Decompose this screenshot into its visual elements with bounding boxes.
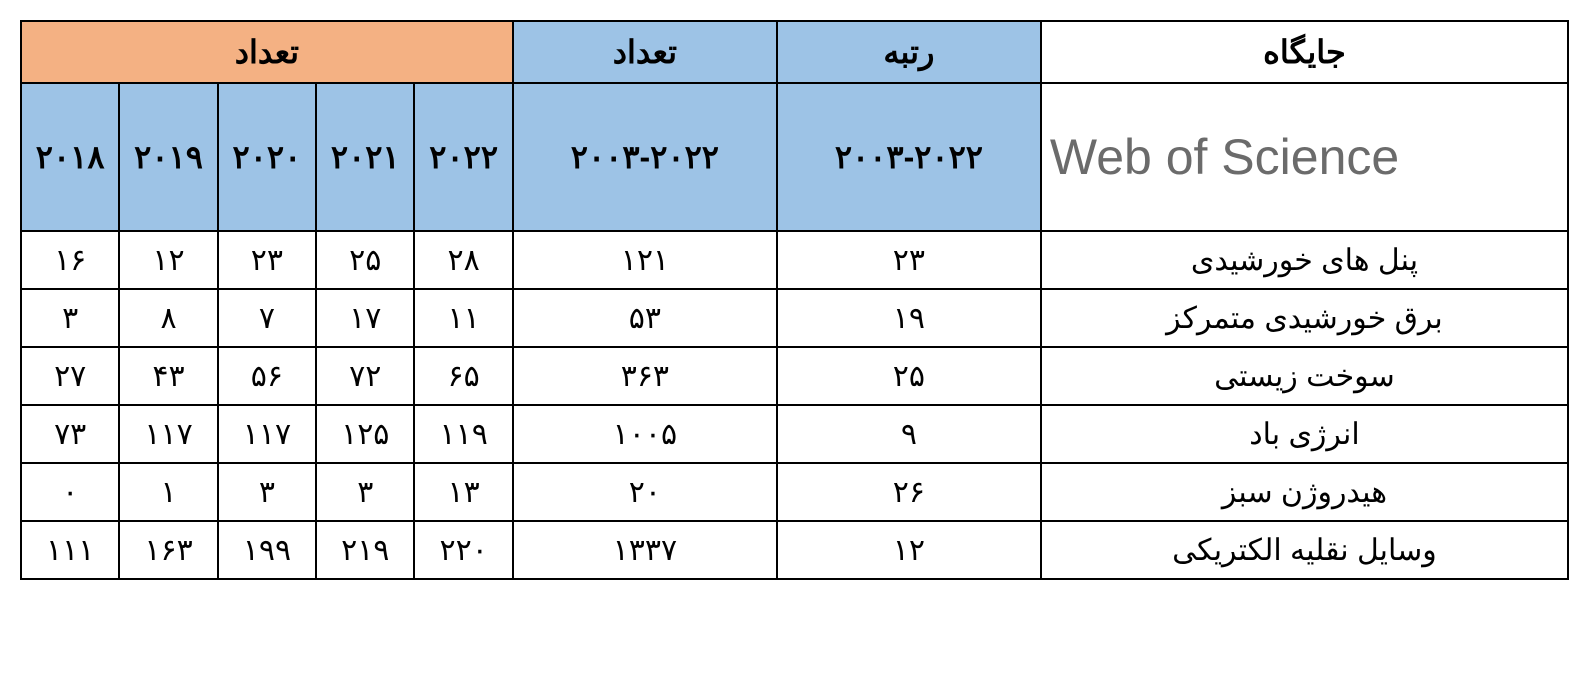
- cell-2021: ۷۲: [316, 347, 414, 405]
- cell-2022: ۱۱۹: [414, 405, 512, 463]
- cell-total: ۱۳۳۷: [513, 521, 777, 579]
- cell-total: ۵۳: [513, 289, 777, 347]
- table-row: ۰۱۳۳۱۳۲۰۲۶هیدروژن سبز: [21, 463, 1568, 521]
- cell-2022: ۱۱: [414, 289, 512, 347]
- cell-2019: ۸: [119, 289, 217, 347]
- header-position: جایگاه: [1041, 21, 1568, 83]
- header-row-1: تعداد تعداد رتبه جایگاه: [21, 21, 1568, 83]
- cell-2020: ۷: [218, 289, 316, 347]
- year-col-2022: ۲۰۲۲: [414, 83, 512, 231]
- cell-2020: ۱۱۷: [218, 405, 316, 463]
- year-col-2021: ۲۰۲۱: [316, 83, 414, 231]
- cell-topic: هیدروژن سبز: [1041, 463, 1568, 521]
- header-rank: رتبه: [777, 21, 1041, 83]
- cell-2020: ۵۶: [218, 347, 316, 405]
- table-row: ۷۳۱۱۷۱۱۷۱۲۵۱۱۹۱۰۰۵۹انرژی باد: [21, 405, 1568, 463]
- table-row: ۳۸۷۱۷۱۱۵۳۱۹برق خورشیدی متمرکز: [21, 289, 1568, 347]
- cell-2022: ۱۳: [414, 463, 512, 521]
- cell-2019: ۱۱۷: [119, 405, 217, 463]
- cell-total: ۱۲۱: [513, 231, 777, 289]
- cell-topic: پنل های خورشیدی: [1041, 231, 1568, 289]
- cell-2019: ۴۳: [119, 347, 217, 405]
- cell-2022: ۲۸: [414, 231, 512, 289]
- cell-2021: ۱۷: [316, 289, 414, 347]
- range-rank-col: ۲۰۰۳-۲۰۲۲: [777, 83, 1041, 231]
- cell-2021: ۳: [316, 463, 414, 521]
- year-col-2020: ۲۰۲۰: [218, 83, 316, 231]
- wos-label: Web of Science: [1041, 83, 1568, 231]
- cell-2019: ۱۲: [119, 231, 217, 289]
- cell-2022: ۶۵: [414, 347, 512, 405]
- cell-2021: ۲۵: [316, 231, 414, 289]
- cell-2020: ۲۳: [218, 231, 316, 289]
- cell-rank: ۲۳: [777, 231, 1041, 289]
- table-body: ۱۶۱۲۲۳۲۵۲۸۱۲۱۲۳پنل های خورشیدی۳۸۷۱۷۱۱۵۳۱…: [21, 231, 1568, 579]
- cell-total: ۱۰۰۵: [513, 405, 777, 463]
- cell-rank: ۱۲: [777, 521, 1041, 579]
- cell-2018: ۰: [21, 463, 119, 521]
- header-count-years: تعداد: [21, 21, 513, 83]
- cell-topic: وسایل نقلیه الکتریکی: [1041, 521, 1568, 579]
- header-row-2: ۲۰۱۸ ۲۰۱۹ ۲۰۲۰ ۲۰۲۱ ۲۰۲۲ ۲۰۰۳-۲۰۲۲ ۲۰۰۳-…: [21, 83, 1568, 231]
- data-table: تعداد تعداد رتبه جایگاه ۲۰۱۸ ۲۰۱۹ ۲۰۲۰ ۲…: [20, 20, 1569, 580]
- cell-2019: ۱۶۳: [119, 521, 217, 579]
- table-row: ۱۶۱۲۲۳۲۵۲۸۱۲۱۲۳پنل های خورشیدی: [21, 231, 1568, 289]
- range-count-col: ۲۰۰۳-۲۰۲۲: [513, 83, 777, 231]
- cell-rank: ۱۹: [777, 289, 1041, 347]
- table-row: ۲۷۴۳۵۶۷۲۶۵۳۶۳۲۵سوخت زیستی: [21, 347, 1568, 405]
- cell-2018: ۲۷: [21, 347, 119, 405]
- cell-2018: ۱۶: [21, 231, 119, 289]
- cell-rank: ۲۶: [777, 463, 1041, 521]
- header-count-range: تعداد: [513, 21, 777, 83]
- year-col-2019: ۲۰۱۹: [119, 83, 217, 231]
- table-row: ۱۱۱۱۶۳۱۹۹۲۱۹۲۲۰۱۳۳۷۱۲وسایل نقلیه الکتریک…: [21, 521, 1568, 579]
- cell-2020: ۳: [218, 463, 316, 521]
- cell-2018: ۷۳: [21, 405, 119, 463]
- cell-topic: برق خورشیدی متمرکز: [1041, 289, 1568, 347]
- cell-total: ۳۶۳: [513, 347, 777, 405]
- year-col-2018: ۲۰۱۸: [21, 83, 119, 231]
- cell-total: ۲۰: [513, 463, 777, 521]
- cell-topic: انرژی باد: [1041, 405, 1568, 463]
- cell-2019: ۱: [119, 463, 217, 521]
- cell-topic: سوخت زیستی: [1041, 347, 1568, 405]
- cell-2021: ۲۱۹: [316, 521, 414, 579]
- cell-2021: ۱۲۵: [316, 405, 414, 463]
- cell-rank: ۹: [777, 405, 1041, 463]
- cell-2022: ۲۲۰: [414, 521, 512, 579]
- cell-rank: ۲۵: [777, 347, 1041, 405]
- cell-2020: ۱۹۹: [218, 521, 316, 579]
- cell-2018: ۳: [21, 289, 119, 347]
- cell-2018: ۱۱۱: [21, 521, 119, 579]
